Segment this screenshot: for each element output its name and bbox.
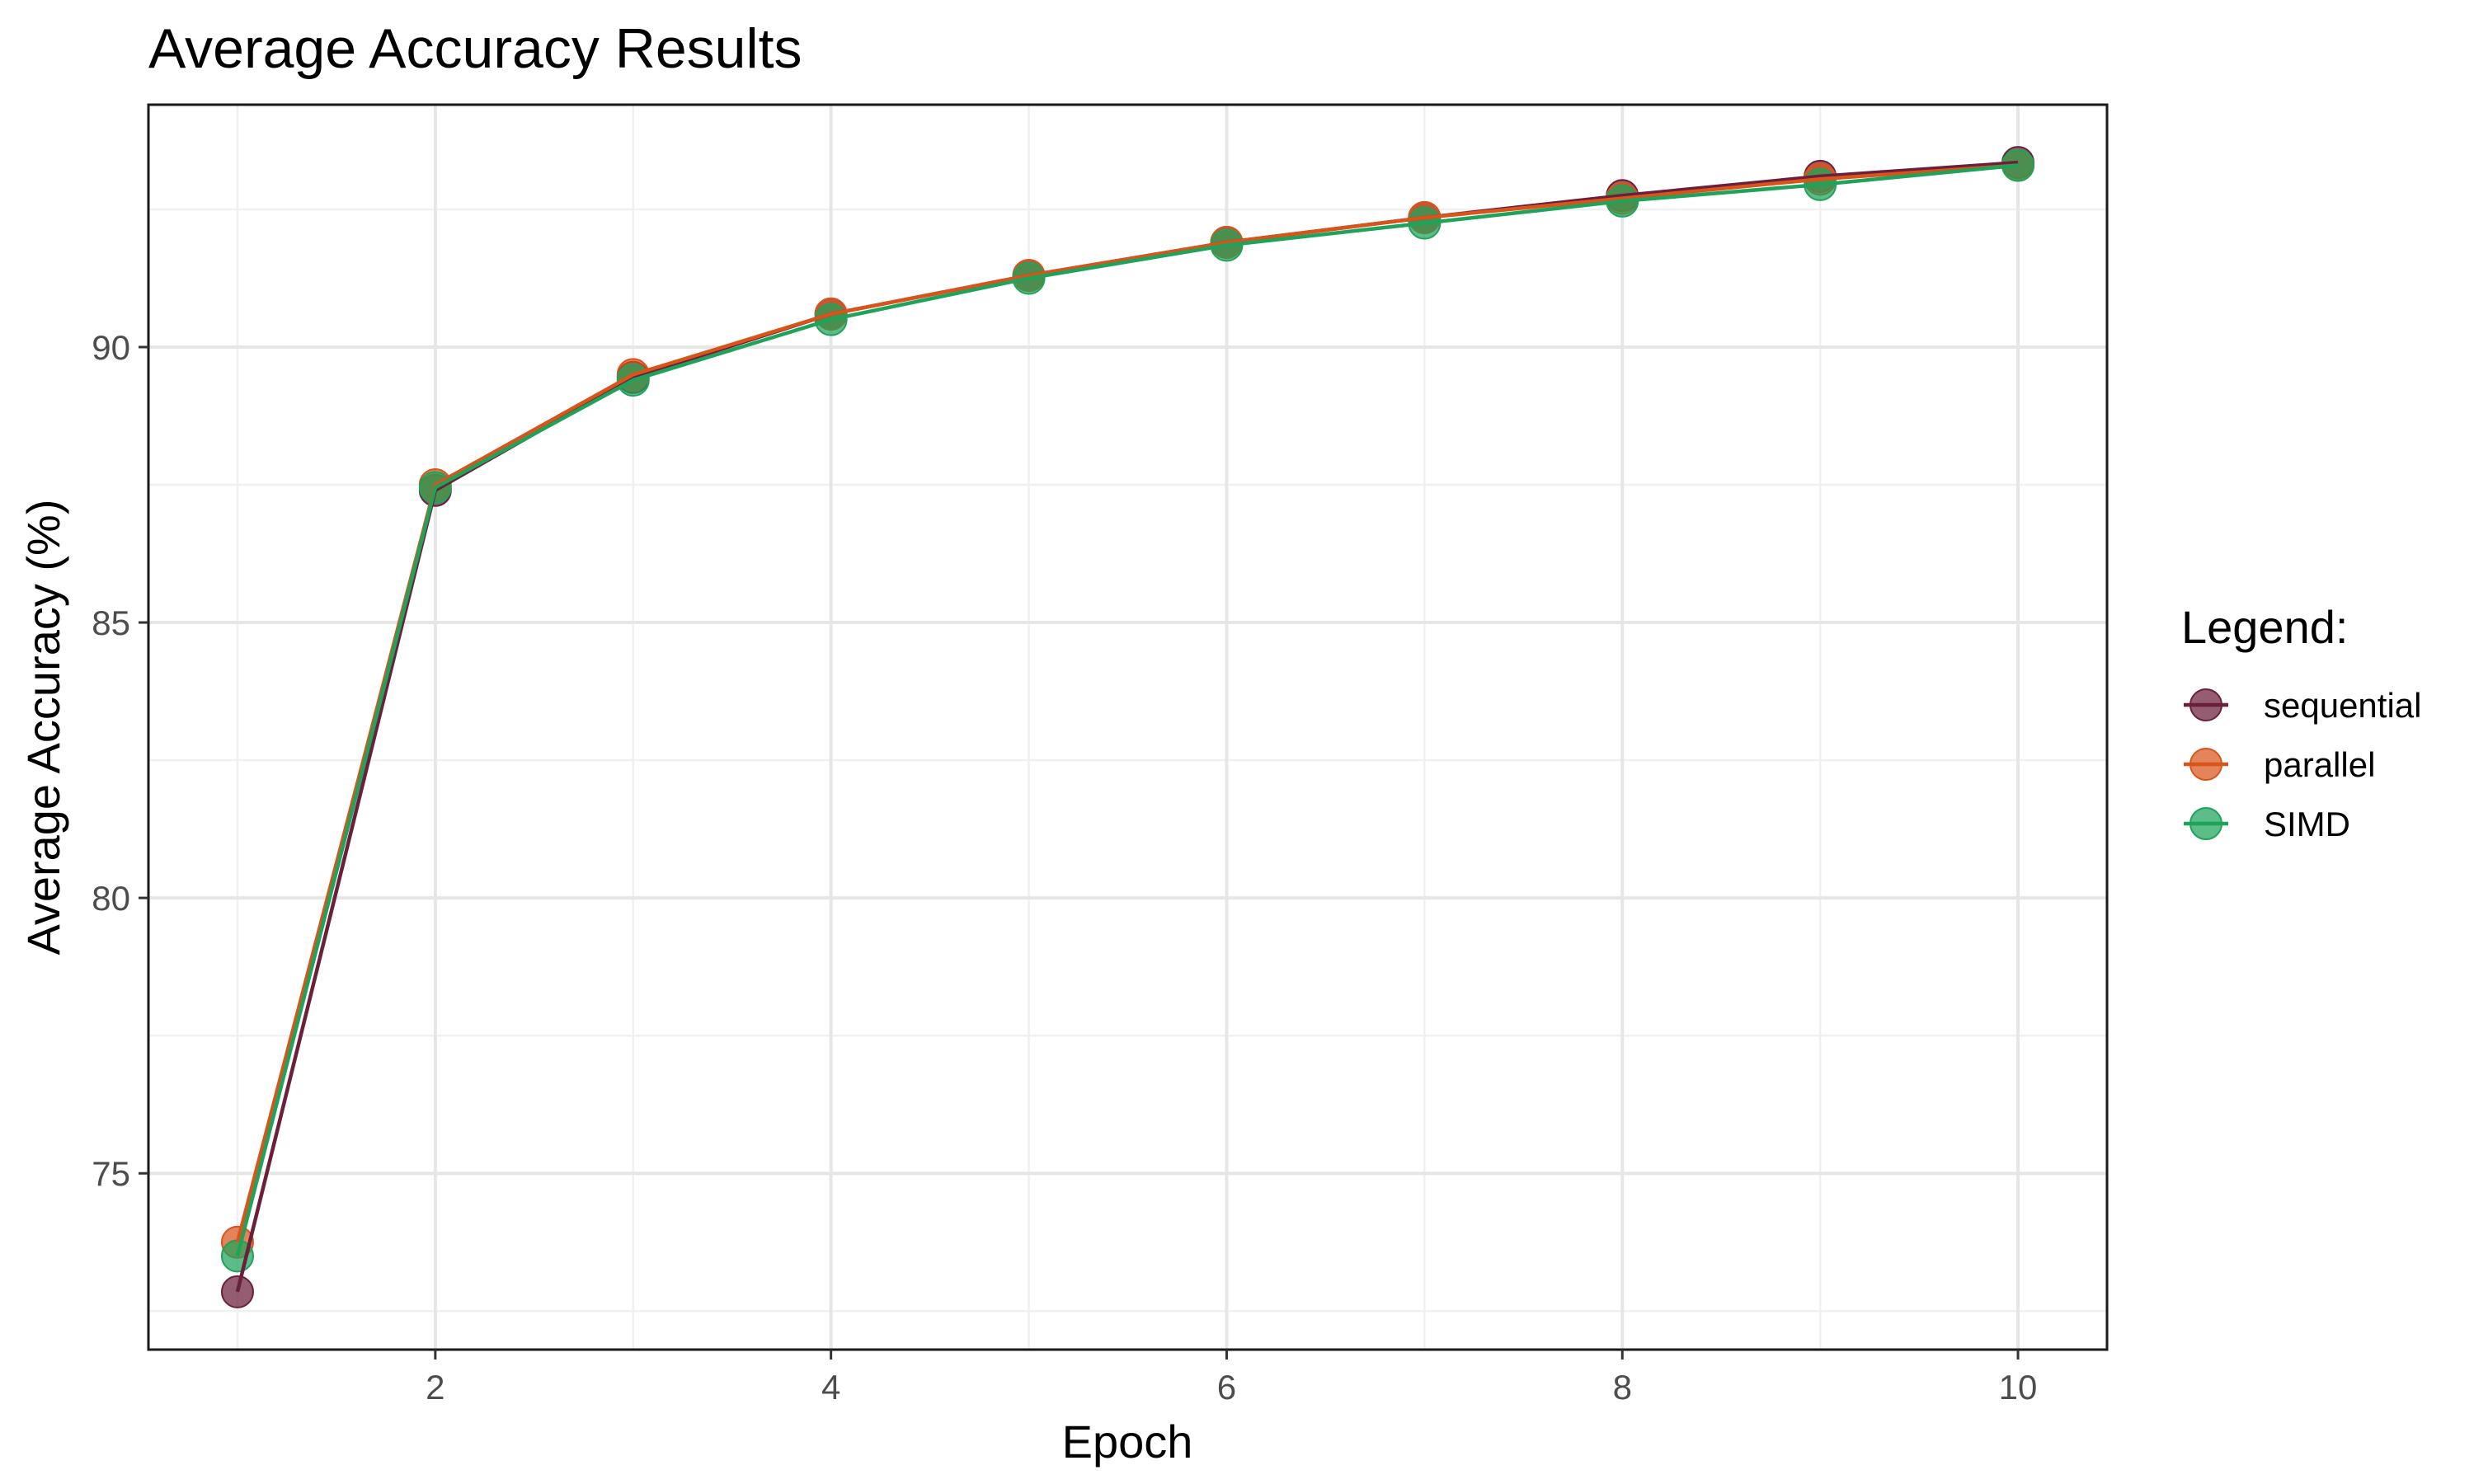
series-points-sequential xyxy=(220,146,2035,1308)
x-tick-label: 10 xyxy=(1999,1368,2038,1407)
y-tick-label: 80 xyxy=(92,879,130,918)
legend-label: sequential xyxy=(2264,686,2421,725)
series-layer xyxy=(220,146,2035,1308)
minor-gridlines xyxy=(148,105,2107,1350)
legend-label: SIMD xyxy=(2264,805,2350,843)
y-axis: 75 80 85 90 xyxy=(92,328,148,1193)
legend: Legend: sequential parallel SIMD xyxy=(2181,601,2421,843)
x-tick-label: 6 xyxy=(1217,1368,1236,1407)
legend-item-SIMD: SIMD xyxy=(2184,805,2350,843)
chart-title: Average Accuracy Results xyxy=(148,17,802,80)
major-gridlines xyxy=(148,105,2107,1350)
y-axis-title: Average Accuracy (%) xyxy=(17,500,69,956)
y-tick-label: 75 xyxy=(92,1154,130,1193)
series-line-sequential xyxy=(235,160,2019,1293)
legend-key-point xyxy=(2189,807,2222,840)
y-tick-label: 85 xyxy=(92,603,130,642)
legend-key-point xyxy=(2189,748,2222,781)
legend-item-parallel: parallel xyxy=(2184,745,2375,784)
x-tick-label: 8 xyxy=(1613,1368,1632,1407)
y-tick-label: 90 xyxy=(92,328,130,367)
series-points-SIMD xyxy=(220,148,2035,1273)
plot-panel xyxy=(147,103,2109,1351)
series-points-parallel xyxy=(220,148,2035,1259)
legend-key-point xyxy=(2189,688,2222,721)
legend-label: parallel xyxy=(2264,745,2375,784)
x-axis-title: Epoch xyxy=(1062,1416,1193,1468)
series-line-parallel xyxy=(235,163,2019,1243)
legend-item-sequential: sequential xyxy=(2184,686,2421,725)
series-line-SIMD xyxy=(235,163,2019,1256)
x-tick-label: 2 xyxy=(426,1368,444,1407)
legend-title: Legend: xyxy=(2181,601,2348,653)
x-tick-label: 4 xyxy=(821,1368,840,1407)
x-axis: 2 4 6 8 10 xyxy=(426,1350,2037,1407)
